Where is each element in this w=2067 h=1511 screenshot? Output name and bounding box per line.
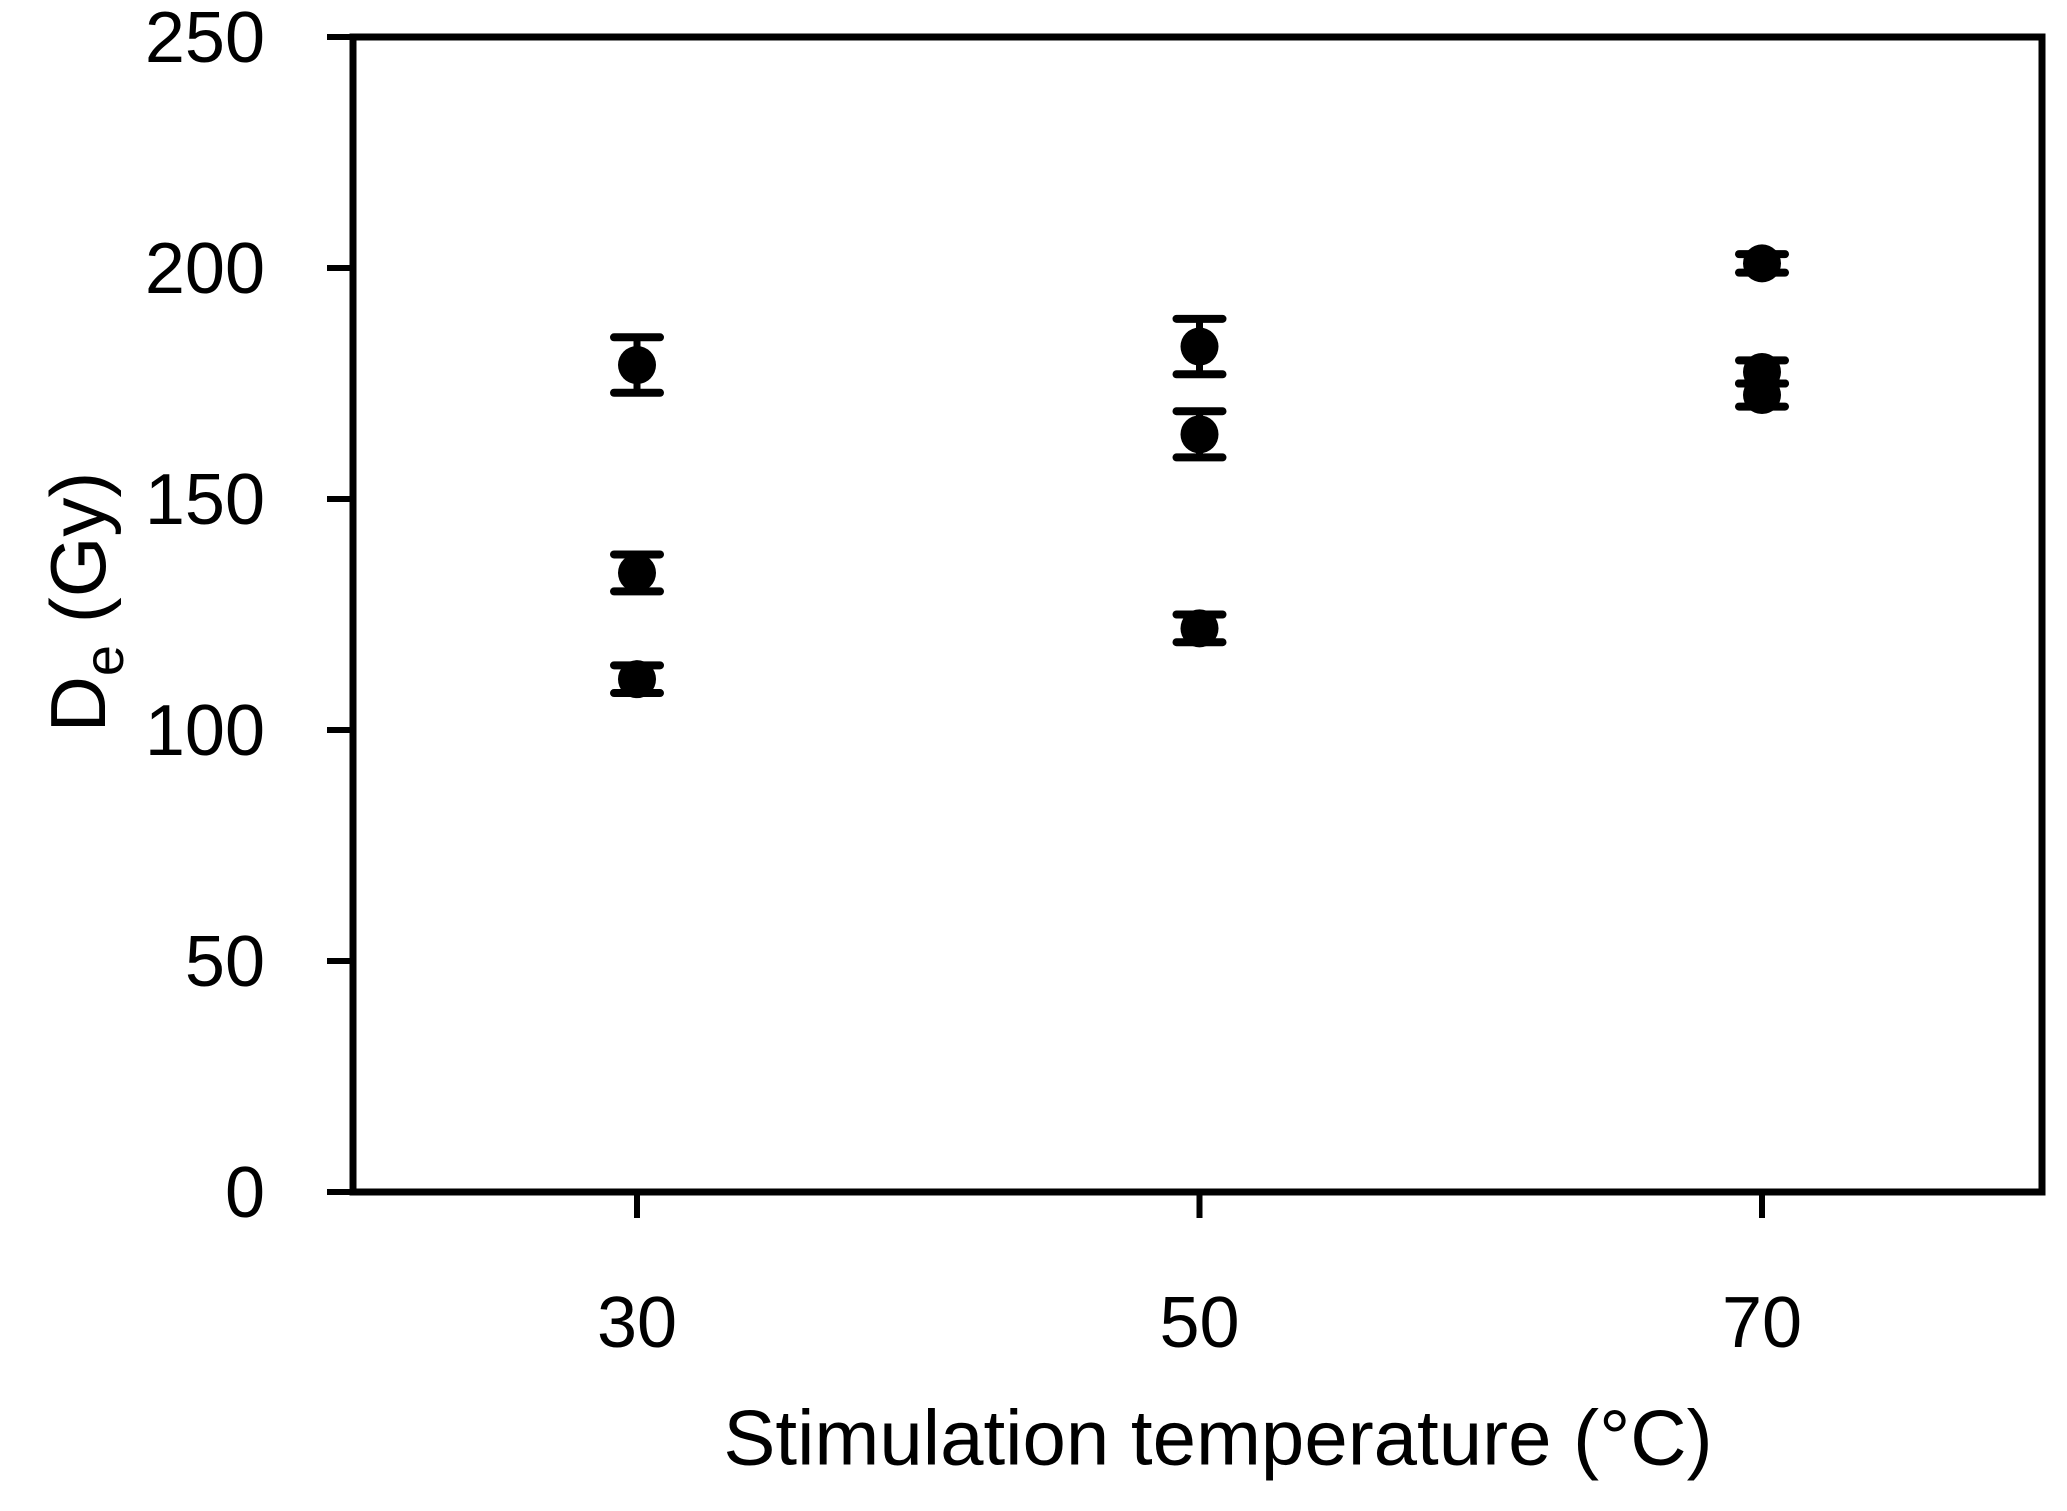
data-point-marker bbox=[1180, 609, 1219, 648]
y-tick-label: 250 bbox=[145, 0, 265, 78]
data-point-marker bbox=[1743, 376, 1781, 415]
y-tick-label: 100 bbox=[145, 691, 265, 771]
x-tick-label: 30 bbox=[597, 1283, 677, 1363]
y-axis-label: De (Gy) bbox=[34, 472, 135, 733]
data-point-marker bbox=[1743, 244, 1781, 283]
y-tick-label: 200 bbox=[145, 229, 265, 309]
data-point-marker bbox=[618, 553, 656, 592]
data-point-marker bbox=[618, 346, 656, 385]
data-point-marker bbox=[618, 660, 656, 699]
y-tick-label: 0 bbox=[225, 1153, 265, 1233]
x-tick-label: 70 bbox=[1722, 1283, 1802, 1363]
data-point-marker bbox=[1180, 327, 1219, 366]
y-tick-label: 150 bbox=[145, 460, 265, 540]
x-tick-label: 50 bbox=[1159, 1283, 1239, 1363]
y-tick-label: 50 bbox=[185, 922, 265, 1002]
x-axis-label: Stimulation temperature (°C) bbox=[723, 1393, 1712, 1481]
data-point-marker bbox=[1180, 415, 1219, 454]
